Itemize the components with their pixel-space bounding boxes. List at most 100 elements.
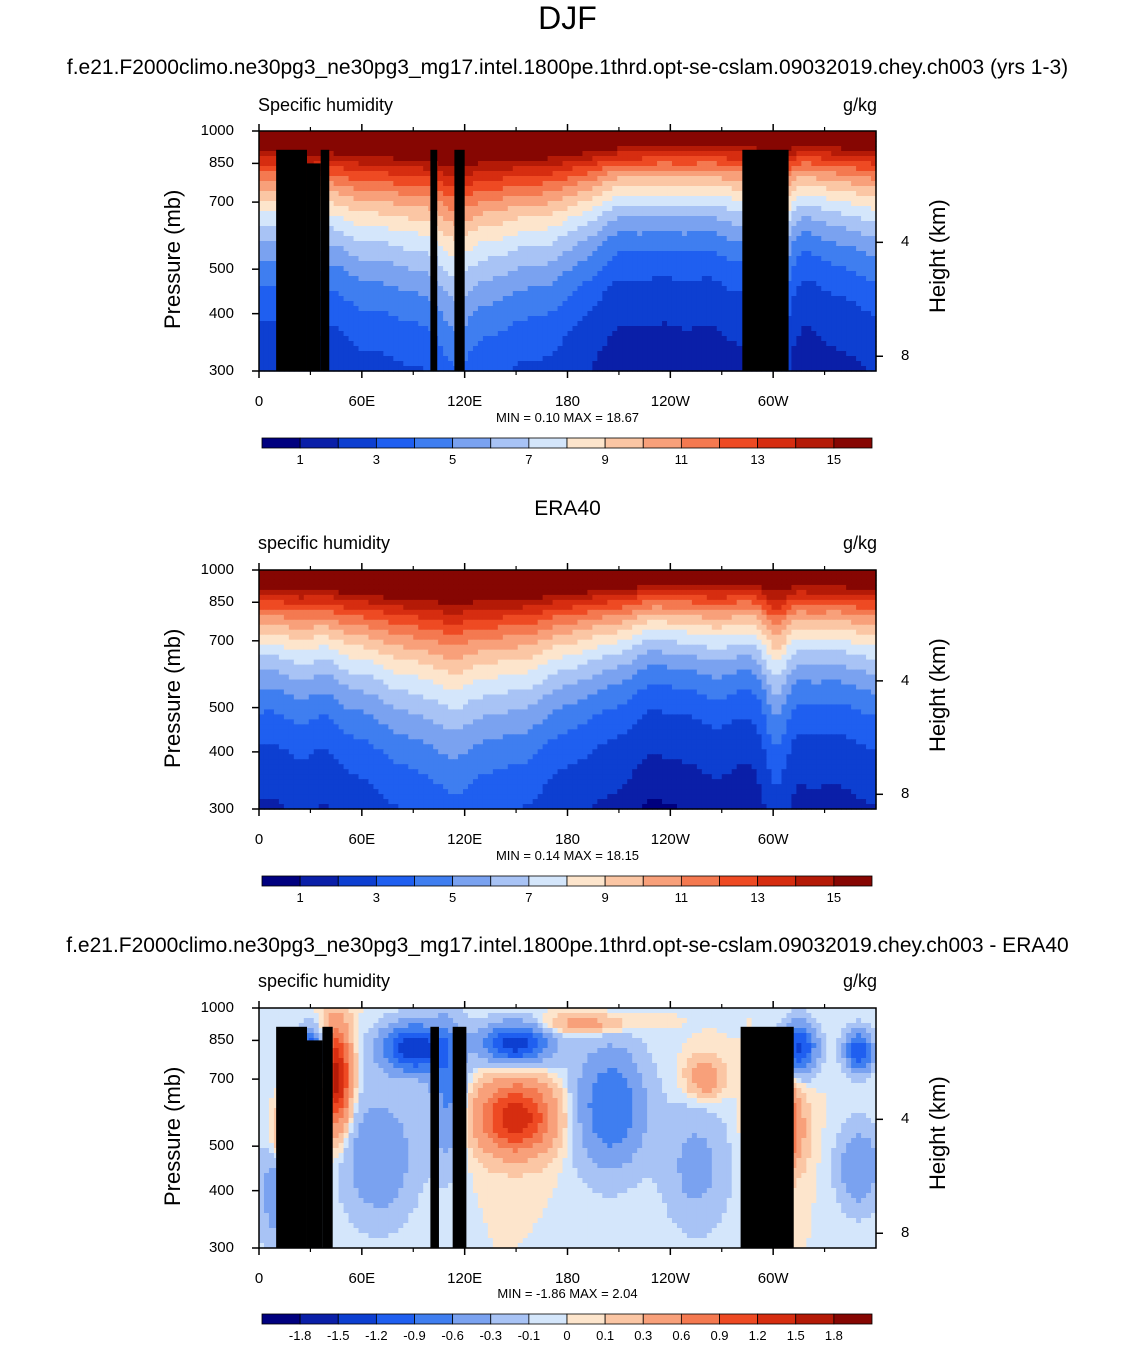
field-cell bbox=[582, 226, 589, 232]
field-cell bbox=[448, 191, 454, 197]
field-cell bbox=[348, 251, 355, 257]
field-cell bbox=[826, 196, 832, 202]
field-cell bbox=[691, 251, 698, 257]
field-cell bbox=[791, 201, 797, 207]
field-cell bbox=[776, 131, 783, 137]
field-cell bbox=[263, 151, 270, 157]
field-cell bbox=[711, 221, 718, 227]
field-cell bbox=[358, 206, 365, 212]
field-cell bbox=[721, 286, 728, 292]
field-cell bbox=[398, 261, 404, 267]
field-cell bbox=[482, 226, 489, 232]
field-cell bbox=[826, 306, 832, 312]
field-cell bbox=[353, 326, 360, 332]
field-cell bbox=[338, 176, 345, 182]
field-cell bbox=[696, 146, 703, 152]
field-cell bbox=[527, 196, 534, 202]
field-cell bbox=[472, 211, 479, 217]
field-cell bbox=[627, 231, 633, 237]
field-cell bbox=[532, 291, 539, 297]
field-cell bbox=[587, 186, 593, 192]
field-cell bbox=[328, 156, 335, 162]
field-cell bbox=[497, 281, 504, 287]
field-cell bbox=[736, 291, 743, 297]
field-cell bbox=[448, 236, 454, 242]
field-cell bbox=[477, 246, 484, 252]
field-cell bbox=[652, 251, 658, 257]
field-cell bbox=[268, 141, 275, 147]
field-cell bbox=[607, 286, 613, 292]
field-cell bbox=[686, 206, 693, 212]
field-cell bbox=[816, 306, 822, 312]
field-cell bbox=[577, 256, 584, 262]
field-cell bbox=[671, 316, 678, 322]
field-cell bbox=[517, 306, 524, 312]
field-cell bbox=[413, 146, 419, 152]
field-cell bbox=[477, 131, 484, 137]
field-cell bbox=[841, 191, 847, 197]
field-cell bbox=[472, 131, 479, 137]
field-cell bbox=[482, 231, 489, 237]
field-cell bbox=[522, 326, 529, 332]
field-cell bbox=[786, 281, 793, 287]
field-cell bbox=[547, 216, 554, 222]
field-cell bbox=[413, 166, 419, 172]
field-cell bbox=[647, 186, 653, 192]
field-cell bbox=[721, 211, 728, 217]
field-cell bbox=[582, 321, 589, 327]
field-cell bbox=[572, 296, 579, 302]
field-cell bbox=[458, 131, 464, 137]
field-cell bbox=[358, 131, 365, 137]
field-cell bbox=[816, 171, 822, 177]
field-cell bbox=[338, 226, 345, 232]
field-cell bbox=[592, 206, 598, 212]
field-cell bbox=[696, 186, 703, 192]
field-cell bbox=[472, 201, 479, 207]
field-cell bbox=[676, 211, 683, 217]
field-cell bbox=[856, 196, 862, 202]
field-cell bbox=[383, 276, 389, 282]
field-cell bbox=[592, 291, 598, 297]
field-cell bbox=[632, 181, 638, 187]
field-cell bbox=[662, 301, 668, 307]
field-cell bbox=[681, 231, 688, 237]
field-cell bbox=[781, 141, 788, 147]
x-tick-label: 0 bbox=[254, 393, 264, 410]
field-cell bbox=[333, 136, 340, 142]
field-cell bbox=[647, 291, 653, 297]
field-cell bbox=[587, 191, 593, 197]
field-cell bbox=[487, 261, 494, 267]
field-cell bbox=[567, 206, 574, 212]
field-cell bbox=[383, 181, 389, 187]
field-cell bbox=[353, 141, 360, 147]
field-cell bbox=[602, 321, 608, 327]
field-cell bbox=[627, 251, 633, 257]
field-cell bbox=[791, 241, 797, 247]
field-cell bbox=[418, 231, 424, 237]
field-cell bbox=[438, 306, 444, 312]
field-cell bbox=[811, 171, 817, 177]
field-cell bbox=[851, 176, 857, 182]
field-cell bbox=[582, 181, 589, 187]
field-cell bbox=[552, 266, 559, 272]
field-cell bbox=[532, 326, 539, 332]
field-cell bbox=[821, 306, 827, 312]
field-cell bbox=[477, 241, 484, 247]
field-cell bbox=[721, 206, 728, 212]
field-cell bbox=[552, 171, 559, 177]
field-cell bbox=[836, 146, 842, 152]
field-cell bbox=[358, 321, 365, 327]
field-cell bbox=[487, 271, 494, 277]
field-cell bbox=[642, 221, 648, 227]
field-cell bbox=[652, 321, 658, 327]
field-cell bbox=[831, 276, 837, 282]
field-cell bbox=[522, 276, 529, 282]
field-cell bbox=[647, 181, 653, 187]
field-cell bbox=[338, 236, 345, 242]
field-cell bbox=[547, 296, 554, 302]
field-cell bbox=[492, 131, 499, 137]
field-cell bbox=[632, 306, 638, 312]
field-cell bbox=[278, 141, 285, 147]
field-cell bbox=[423, 141, 429, 147]
field-cell bbox=[667, 196, 673, 202]
